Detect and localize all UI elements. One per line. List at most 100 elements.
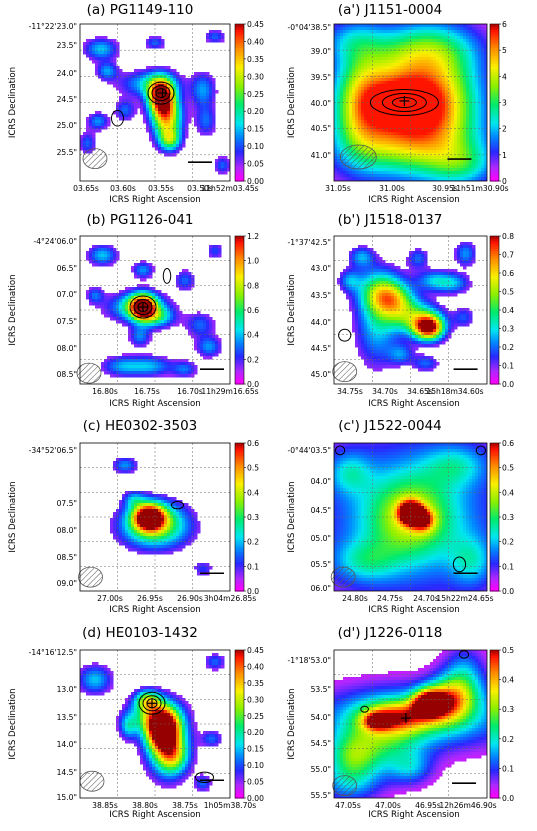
x-axis-label-d: ICRS Right Ascension [109,810,200,820]
panel-a2: (a') J1151-0004 -0°04'38.5" 39.0" 39.5" 40.0… [287,2,509,205]
colorbar-tick-label: 0.15 [247,125,264,134]
dec-tick-label: 08.5" [57,553,77,562]
colorbar-tick-label: 0.05 [247,778,264,787]
colorbar-tick-label: 0.4 [502,488,514,497]
colorbar-tick-label: 0.6 [502,269,514,278]
colorbar-c2: 0.0 0.1 0.2 0.3 0.4 0.5 0.6 [489,439,514,596]
panel-b: (b) PG1126-041 -4°24'06.0" 06.5" 07.0" 07.5"… [8,212,259,409]
contour-c2-1 [335,445,346,456]
beam-ellipse-a2 [339,144,377,170]
colorbar-tick-label: 0.4 [502,306,514,315]
colorbar-tick-label: 1 [502,151,507,160]
heatmap-a [80,30,230,175]
y-axis-label-a: ICRS Declination [8,67,18,138]
colorbar-tick-label: 0.1 [247,562,259,571]
x-axis-label-d2: ICRS Right Ascension [368,810,459,820]
ra-tick-label: 24.75s [377,594,403,603]
colorbar-tick-label: 0.40 [247,662,264,671]
dec-tick-label: 13.0" [57,685,77,694]
colorbar-tick-label: 0.3 [502,325,514,334]
ra-tick-label: 34.75s [337,387,363,396]
colorbar-tick-label: 5 [502,46,507,55]
colorbar-d2: 0.0 0.1 0.2 0.3 0.4 0.5 [489,646,514,803]
contour-c-0 [171,500,184,510]
heatmap-b2 [337,242,476,372]
panel-a: (a) PG1149-110 -11°22'23.0" 23.5" 24.0" 24.5… [8,2,264,205]
ra-tick-label: 34.70s [372,387,398,396]
ra-tick-label: 26.90s [177,594,203,603]
y-axis-label-a2: ICRS Declination [287,67,297,138]
contour-b-0 [162,268,172,284]
panel-title-c2: (c') J1522-0044 [338,418,442,434]
colorbar-b2: 0.0 0.1 0.2 0.3 0.4 0.5 0.6 0.7 0.8 [489,232,514,389]
colorbar-tick-label: 0.45 [247,646,264,655]
panel-title-b2: (b') J1518-0137 [338,212,443,228]
panel-title-d2: (d') J1226-0118 [338,625,443,641]
colorbar-d: 0.00 0.05 0.10 0.15 0.20 0.25 0.30 0.35 0.40 0.45 [234,646,264,803]
dec-tick-label: 06.5" [57,264,77,273]
colorbar-b: 0.0 0.2 0.4 0.6 0.8 1.0 1.2 [234,232,259,389]
plot-frame-b2 [333,235,488,385]
colorbar-tick-label: 0.40 [247,37,264,46]
colorbar-tick-label: 0.35 [247,55,264,64]
colorbar-tick-label: 0.30 [247,72,264,81]
grid-b [80,236,230,384]
dec-tick-label: 04.0" [311,477,331,486]
ra-tick-label: 03.55s [148,184,174,193]
dec-tick-label: 54.5" [311,739,331,748]
colorbar-tick-label: 0 [502,177,507,186]
colorbar-tick-label: 0.2 [502,538,514,547]
dec-tick-label: 45.0" [311,370,331,379]
dec-tick-label: 04.5" [311,506,331,515]
panel-c: (c) HE0302-3503 -34°52'06.5" 07.5" 08.0" 08.… [8,418,259,615]
contour-c2-0 [452,556,467,573]
grid-c2 [334,443,487,591]
colorbar-tick-label: 0.2 [247,538,259,547]
dec-tick-label: 40.0" [311,99,331,108]
beam-ellipse-a [82,148,108,169]
colorbar-tick-label: 0.2 [247,355,259,364]
cross-marker-a2 [399,95,410,106]
dec-tick-label: 25.5" [57,148,77,157]
colorbar-tick-label: 0.05 [247,160,264,169]
ra-tick-label: 03.50s [187,184,213,193]
beam-ellipse-c [78,566,103,588]
dec-tick-label: 53.5" [311,685,331,694]
panel-title-a: (a) PG1149-110 [87,2,194,18]
dec-tick-label: 24.0" [57,69,77,78]
dec-tick-label: 06.0" [311,584,331,593]
ra-tick-label: 1h05m38.70s [204,801,256,810]
colorbar-tick-label: 0.00 [247,177,264,186]
colorbar-tick-label: 0.0 [502,794,514,803]
dec-tick-label: -14°16'12.5" [29,648,77,657]
panel-title-b: (b) PG1126-041 [87,212,194,228]
plot-frame-d2 [333,649,488,799]
x-axis-label-b2: ICRS Right Ascension [368,399,459,409]
ra-tick-label: 15h18m34.60s [426,387,483,396]
colorbar-tick-label: 0.20 [247,728,264,737]
colorbar-tick-label: 0.4 [502,676,514,685]
dec-tick-label: 55.0" [311,765,331,774]
panel-c2: (c') J1522-0044 -0°44'03.5" 04.0" 04.5" 05.0… [287,418,514,615]
dec-tick-label: 43.5" [311,291,331,300]
grid-d2 [334,650,487,798]
dec-tick-label: -11°22'23.0" [29,22,77,31]
dec-tick-label: 09.0" [57,579,77,588]
heatmap-d [80,653,225,792]
ra-tick-label: 38.85s [92,801,118,810]
colorbar-c: 0.0 0.1 0.2 0.3 0.4 0.5 0.6 [234,439,259,596]
y-axis-label-c: ICRS Declination [8,481,18,552]
ra-tick-label: 31.00s [379,184,405,193]
dec-tick-label: 08.5" [57,370,77,379]
colorbar-tick-label: 0.8 [247,281,259,290]
grid-c [80,443,230,591]
plot-frame-c2 [333,442,488,592]
dec-tick-label: -1°18'53.0" [287,656,331,665]
colorbar-tick-label: 0.10 [247,142,264,151]
plot-frame-d [79,649,231,799]
colorbar-tick-label: 0.0 [502,587,514,596]
ra-tick-label: 11h52m03.45s [201,184,258,193]
beam-ellipse-d [79,770,105,792]
ra-tick-label: 26.95s [137,594,163,603]
cross-marker-d2 [400,713,411,724]
